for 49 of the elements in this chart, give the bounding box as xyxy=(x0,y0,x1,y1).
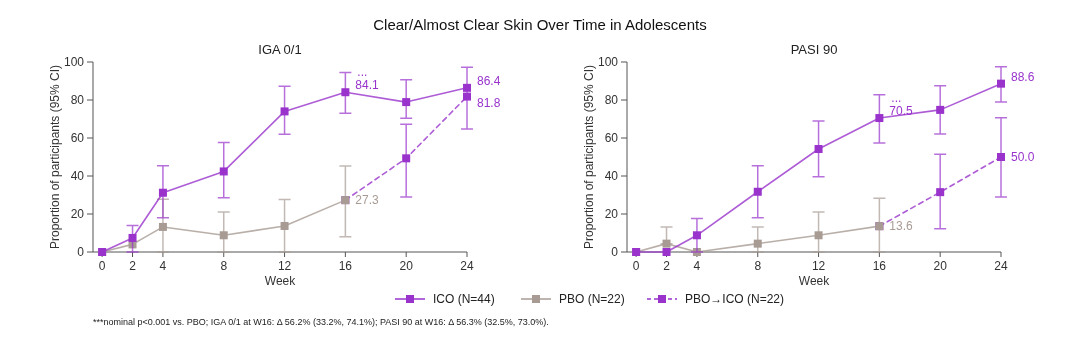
x-tick-label: 8 xyxy=(754,259,762,273)
x-tick-label: 12 xyxy=(811,259,826,273)
x-tick-label: 4 xyxy=(693,259,701,273)
data-label: 86.4 xyxy=(477,73,501,88)
x-tick-label: 4 xyxy=(159,259,167,273)
data-label: 81.8 xyxy=(477,95,501,110)
y-tick-label: 0 xyxy=(77,245,85,259)
y-tick-label: 80 xyxy=(604,93,619,107)
x-tick-label: 24 xyxy=(994,259,1008,273)
x-axis-title: Week xyxy=(264,274,297,288)
x-axis-title: Week xyxy=(798,274,831,288)
x-tick-label: 20 xyxy=(933,259,948,273)
x-tick-label: 16 xyxy=(338,259,353,273)
data-label: 50.0 xyxy=(1011,150,1035,164)
y-tick-label: 60 xyxy=(70,131,85,145)
data-label: 13.6 xyxy=(889,219,914,234)
x-tick-label: 12 xyxy=(277,259,292,273)
y-tick-label: 0 xyxy=(611,245,619,259)
x-tick-label: 20 xyxy=(399,259,414,273)
y-tick-label: 20 xyxy=(70,207,85,221)
legend-label: PBO (N=22) xyxy=(559,292,625,306)
x-tick-label: 0 xyxy=(98,259,106,273)
x-tick-label: 0 xyxy=(632,259,640,273)
y-tick-label: 80 xyxy=(70,93,85,107)
y-tick-label: 100 xyxy=(597,55,619,69)
data-label: 88.6 xyxy=(1011,69,1035,84)
legend-label: ICO (N=44) xyxy=(433,292,495,306)
y-tick-label: 60 xyxy=(604,131,619,145)
y-tick-label: 100 xyxy=(63,55,85,69)
y-tick-label: 40 xyxy=(604,169,619,183)
data-label: 70.5 xyxy=(889,104,914,119)
y-tick-label: 20 xyxy=(604,207,619,221)
annotation: ... xyxy=(357,65,368,80)
x-tick-label: 2 xyxy=(663,259,671,273)
y-axis-title: Proportion of participants (95% CI) xyxy=(48,64,62,250)
x-tick-label: 8 xyxy=(220,259,228,273)
x-tick-label: 24 xyxy=(460,259,474,273)
text: Clear/Almost Clear Skin Over Time in Adolescents xyxy=(373,16,707,33)
text: ***nominal p<0.001 vs. PBO; IGA 0/1 at W16: Δ 56.2% (33.2%, 74.1%); PASI 90 at W16: Δ 56.3% (32.5%, 73.0%). xyxy=(93,317,549,327)
chart-subtitle: PASI 90 xyxy=(790,42,838,57)
data-label: 27.3 xyxy=(355,193,380,208)
data-label: 84.1 xyxy=(355,78,380,93)
x-tick-label: 16 xyxy=(872,259,887,273)
legend-label: PBO→ICO (N=22) xyxy=(685,292,785,306)
x-tick-label: 2 xyxy=(129,259,137,273)
y-axis-title: Proportion of participants (95% CI) xyxy=(582,64,596,250)
chart-subtitle: IGA 0/1 xyxy=(258,42,302,57)
annotation: ... xyxy=(891,91,902,106)
y-tick-label: 40 xyxy=(70,169,85,183)
